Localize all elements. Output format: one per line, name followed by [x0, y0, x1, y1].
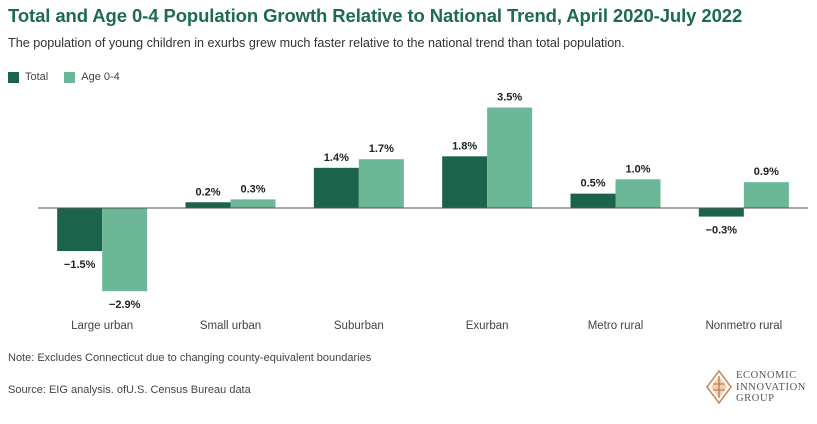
- chart-subtitle: The population of young children in exur…: [8, 36, 625, 50]
- logo-wordmark: ECONOMIC INNOVATION GROUP: [736, 370, 806, 405]
- legend-label-total: Total: [25, 71, 49, 83]
- bar-age04-0: [102, 208, 148, 292]
- bar-total-2: [313, 167, 359, 208]
- data-label-total-0: −1.5%: [64, 259, 96, 271]
- category-label-4: Metro rural: [588, 320, 644, 332]
- eig-diamond-logo-icon: [706, 370, 732, 405]
- data-label-age04-4: 1.0%: [625, 163, 650, 175]
- data-label-total-1: 0.2%: [195, 186, 220, 198]
- category-label-1: Small urban: [200, 320, 261, 332]
- logo-line-2: INNOVATION: [736, 381, 806, 393]
- data-label-age04-1: 0.3%: [240, 183, 265, 195]
- bar-chart: −1.5% −2.9% Large urban 0.2% 0.3% Small urban…: [38, 92, 808, 332]
- bar-total-1: [185, 202, 231, 208]
- source-note: Source: EIG analysis. ofU.S. Census Bure…: [8, 384, 251, 396]
- category-label-0: Large urban: [71, 320, 133, 332]
- data-label-age04-2: 1.7%: [369, 143, 394, 155]
- bar-age04-5: [743, 182, 789, 208]
- legend-item-age04: Age 0-4: [64, 71, 120, 83]
- bar-total-0: [57, 208, 103, 252]
- category-label-2: Suburban: [334, 320, 384, 332]
- legend-label-age04: Age 0-4: [81, 71, 120, 83]
- bar-age04-4: [615, 179, 661, 208]
- bar-age04-2: [358, 159, 404, 208]
- logo-line-3: GROUP: [736, 393, 775, 404]
- bar-age04-1: [230, 199, 276, 208]
- eig-logo: ECONOMIC INNOVATION GROUP: [706, 370, 806, 405]
- legend-swatch-age04: [64, 71, 76, 83]
- bar-total-5: [698, 208, 744, 217]
- data-label-total-2: 1.4%: [324, 152, 349, 164]
- category-label-5: Nonmetro rural: [705, 320, 782, 332]
- logo-line-1: ECONOMIC: [736, 370, 797, 381]
- data-label-age04-0: −2.9%: [109, 299, 141, 311]
- data-label-age04-5: 0.9%: [754, 166, 779, 178]
- data-label-total-3: 1.8%: [452, 140, 477, 152]
- bar-total-3: [442, 156, 488, 208]
- bar-total-4: [570, 193, 616, 208]
- data-label-total-5: −0.3%: [706, 225, 738, 237]
- legend-swatch-total: [8, 71, 19, 83]
- category-label-3: Exurban: [466, 320, 509, 332]
- footnote: Note: Excludes Connecticut due to changi…: [8, 352, 372, 364]
- data-label-total-4: 0.5%: [580, 178, 605, 190]
- chart-title: Total and Age 0-4 Population Growth Rela…: [8, 5, 743, 26]
- data-label-age04-3: 3.5%: [497, 92, 522, 104]
- bar-age04-3: [487, 107, 533, 208]
- legend-item-total: Total: [8, 71, 48, 83]
- legend: Total Age 0-4: [8, 71, 136, 83]
